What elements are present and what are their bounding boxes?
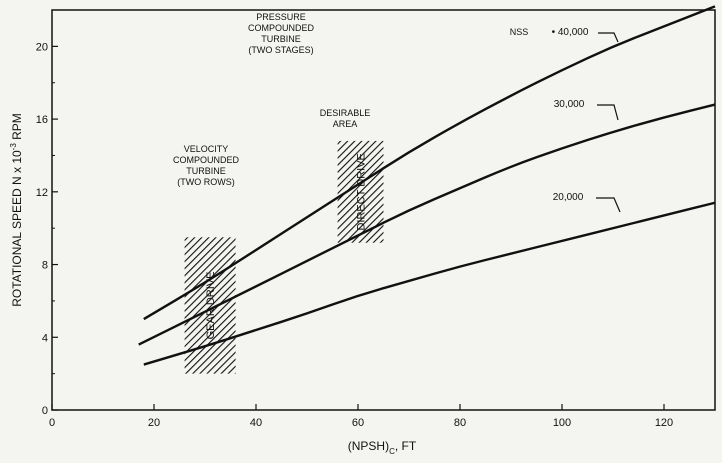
- x-tick-label-60: 60: [352, 417, 364, 429]
- x-tick-label-80: 80: [454, 417, 466, 429]
- y-tick-label-20: 20: [36, 41, 48, 53]
- y-tick-label-12: 12: [36, 187, 48, 199]
- x-tick-label-100: 100: [553, 417, 571, 429]
- annotation-desirable-line-1: AREA: [333, 119, 358, 129]
- series-line-2: [143, 201, 716, 366]
- annotation-pressure-line-3: (TWO STAGES): [248, 45, 313, 55]
- curves: [138, 5, 716, 366]
- y-tick-label-16: 16: [36, 114, 48, 126]
- region-label-direct-drive: DIRECT DRIVE: [356, 153, 368, 230]
- annotation-pressure-line-0: PRESSURE: [256, 12, 306, 22]
- region-label-gear-drive: GEAR DRIVE: [205, 272, 217, 340]
- leader-30000: [597, 104, 619, 121]
- leader-20000: [596, 197, 621, 213]
- y-tick-label-4: 4: [42, 332, 48, 344]
- annotation-pressure-line-1: COMPOUNDED: [248, 23, 315, 33]
- series-line-1: [138, 103, 716, 346]
- series-label-40000: • 40,000: [552, 27, 589, 38]
- annotation-velocity-line-1: COMPOUNDED: [173, 155, 240, 165]
- series-label-30000: 30,000: [554, 99, 585, 110]
- curve-labels: NSS • 40,000 30,000 20,000: [510, 27, 621, 213]
- x-tick-label-20: 20: [148, 417, 160, 429]
- x-tick-label-40: 40: [250, 417, 262, 429]
- nss-label: NSS: [510, 27, 529, 37]
- annotation-velocity-line-2: TURBINE: [186, 166, 226, 176]
- x-axis-label: (NPSH)C, FT: [348, 439, 417, 456]
- y-tick-label-8: 8: [42, 260, 48, 272]
- series-label-20000: 20,000: [553, 192, 584, 203]
- ticks: 0 20 40 60 80 100 120 0 4 8 12 16 20: [36, 41, 673, 429]
- y-tick-label-0: 0: [42, 405, 48, 417]
- leader-40000: [598, 32, 619, 43]
- annotation-velocity-line-0: VELOCITY: [184, 144, 229, 154]
- x-tick-label-120: 120: [655, 417, 673, 429]
- series-line-0: [143, 5, 716, 321]
- plot-frame: [51, 9, 716, 411]
- annotation-desirable-line-0: DESIRABLE: [320, 108, 371, 118]
- annotation-velocity-line-3: (TWO ROWS): [177, 177, 235, 187]
- x-tick-label-0: 0: [49, 417, 55, 429]
- y-axis-label: ROTATIONAL SPEED N x 10-3 RPM: [9, 113, 24, 307]
- annotation-pressure-line-2: TURBINE: [261, 34, 301, 44]
